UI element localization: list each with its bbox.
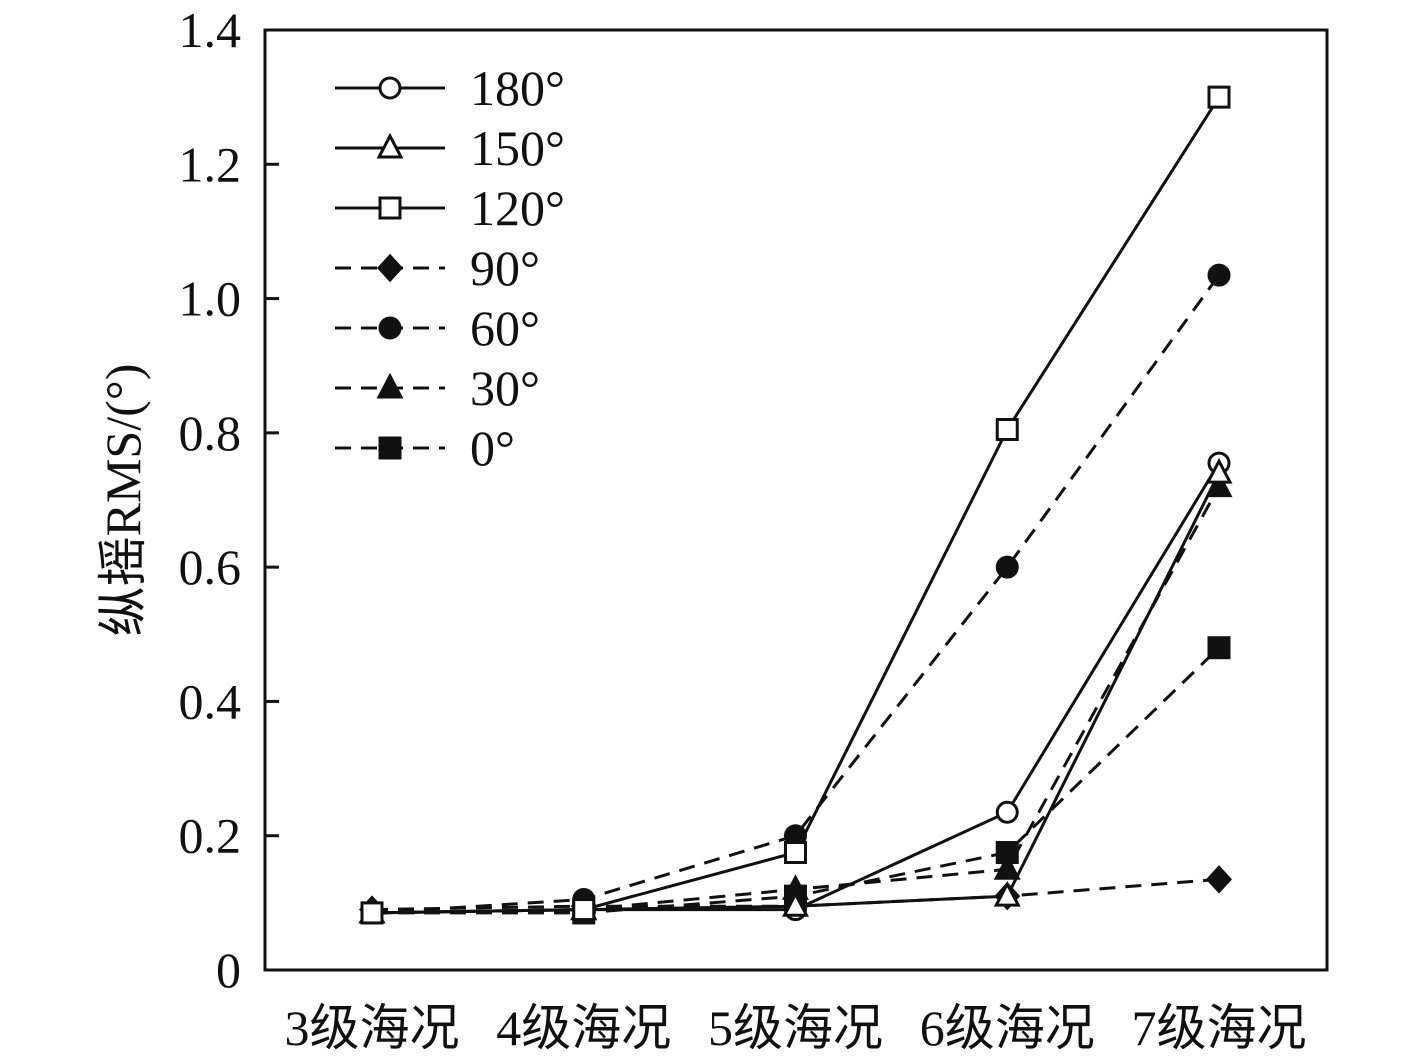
data-point [360,901,384,925]
y-tick-label: 1.0 [179,271,242,327]
legend-marker [376,372,404,399]
series-layer [358,85,1233,925]
y-tick-label: 0.4 [179,673,242,729]
data-point [995,555,1019,579]
y-tick-label: 1.4 [179,2,242,58]
legend-marker [378,316,402,340]
axes: 0 0.2 0.4 0.6 0.8 1.0 1.2 1.4 3级海况 4级海况 5级海况 6级海况 7级… [179,2,1329,1056]
x-tick-label: 7级海况 [1132,1000,1307,1056]
legend: 180°150°120°90°60°30°0° [335,60,565,476]
data-point [782,890,809,917]
x-tick-label: 4级海况 [496,1000,671,1056]
legend-marker [378,436,402,460]
data-point [995,800,1019,824]
legend-label: 180° [470,60,565,116]
data-point [1205,457,1233,484]
series-line [371,274,1221,915]
legend-marker [376,253,404,283]
legend-label: 90° [470,240,540,296]
legend-label: 150° [470,120,565,176]
legend-entry: 180° [335,60,565,116]
legend-marker [378,76,402,100]
legend-entry: 120° [335,180,565,236]
legend-entry: 60° [335,300,540,356]
data-point [993,854,1021,880]
data-point [1207,263,1231,287]
y-tick-label: 0.6 [179,539,242,595]
legend-entry: 0° [335,420,515,476]
data-point [572,898,596,922]
y-tick-label: 0 [216,942,241,998]
y-tick-label: 0.2 [179,808,242,864]
legend-entry: 150° [335,120,565,176]
data-point [1205,865,1233,894]
legend-label: 0° [470,420,515,476]
y-tick-label: 1.2 [179,136,242,192]
legend-entry: 90° [335,240,540,296]
legend-label: 60° [470,300,540,356]
data-point [995,418,1019,441]
legend-label: 120° [470,180,565,236]
data-point [1207,636,1231,660]
series-2 [360,85,1231,925]
y-axis-label: 纵摇RMS/(°) [95,364,151,637]
x-tick-label: 3级海况 [285,1000,460,1056]
legend-entry: 30° [335,360,540,416]
series-line [372,646,1221,915]
legend-marker [378,196,402,220]
plot-frame [263,28,1329,972]
legend-label: 30° [470,360,540,416]
data-point [995,841,1019,864]
data-point [784,841,807,864]
data-point [1207,85,1231,109]
legend-marker [376,132,404,159]
x-tick-label: 6级海况 [920,1000,1095,1056]
x-tick-label: 5级海况 [708,1000,883,1056]
y-tick-label: 0.8 [179,405,242,461]
data-point [993,880,1021,907]
